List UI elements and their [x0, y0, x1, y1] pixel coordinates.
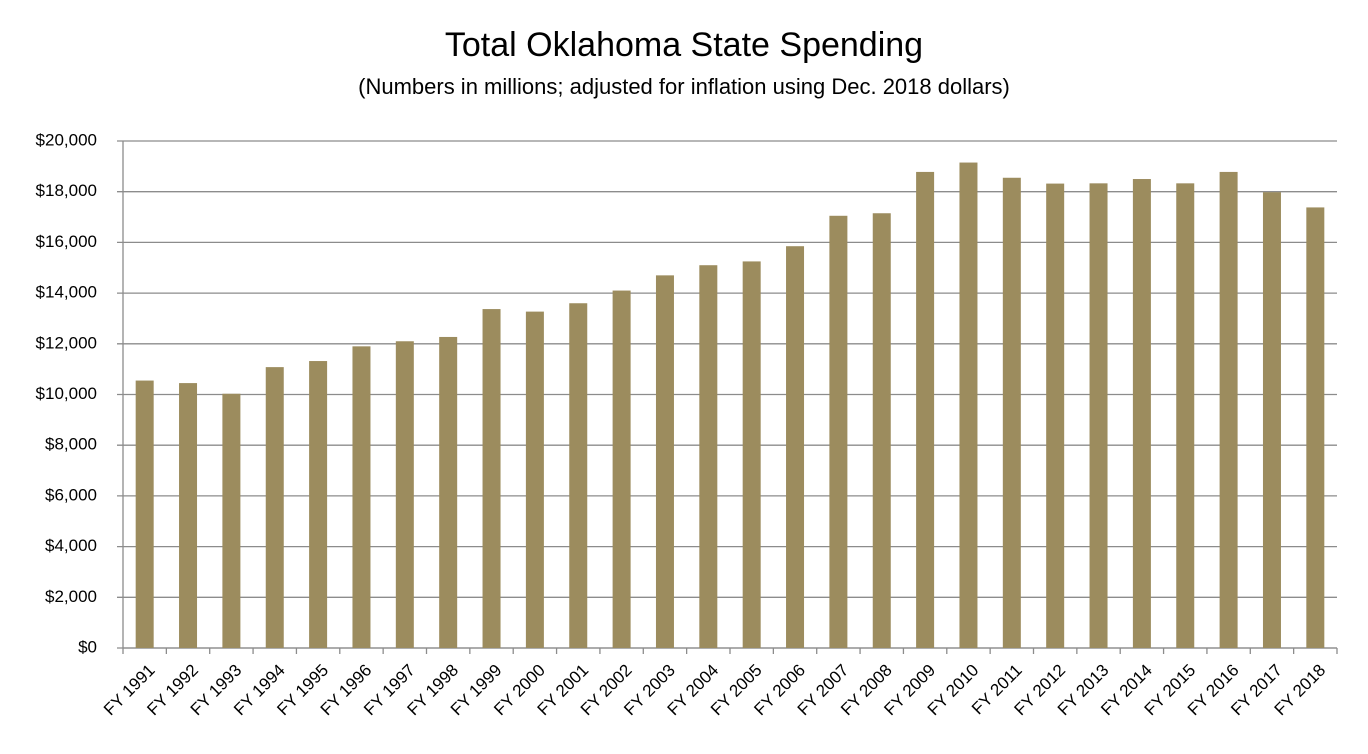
bar [829, 215, 848, 648]
y-tick-label: $2,000 [45, 587, 97, 606]
bar [1219, 171, 1238, 648]
y-tick-label: $0 [78, 637, 97, 656]
bar [1002, 177, 1021, 648]
y-tick-label: $18,000 [36, 181, 97, 200]
bar [395, 341, 414, 648]
bar [309, 361, 328, 648]
bar [612, 290, 631, 648]
y-tick-label: $20,000 [36, 130, 97, 149]
bar [742, 261, 761, 648]
y-tick-label: $12,000 [36, 333, 97, 352]
chart-title: Total Oklahoma State Spending [445, 26, 923, 64]
y-tick-label: $6,000 [45, 485, 97, 504]
bar [699, 265, 718, 648]
y-tick-label: $10,000 [36, 384, 97, 403]
y-tick-label: $8,000 [45, 435, 97, 454]
bar [1046, 183, 1065, 648]
bar [655, 275, 674, 648]
bar [872, 213, 891, 648]
bar [439, 336, 458, 648]
bar [222, 393, 241, 648]
bar [179, 383, 198, 648]
chart-subtitle: (Numbers in millions; adjusted for infla… [358, 74, 1010, 99]
bar [525, 311, 544, 648]
bar [916, 171, 935, 648]
bar [786, 246, 805, 648]
bar [135, 380, 154, 648]
y-tick-label: $16,000 [36, 232, 97, 251]
bar [482, 309, 501, 648]
bar [1089, 183, 1108, 648]
bar [352, 346, 371, 648]
y-tick-label: $4,000 [45, 536, 97, 555]
bar [265, 367, 284, 648]
bar [1176, 183, 1195, 648]
y-tick-label: $14,000 [36, 283, 97, 302]
bar [1306, 207, 1325, 649]
bar [1262, 192, 1281, 648]
bar [959, 162, 978, 649]
bar [1132, 179, 1151, 648]
bar [569, 303, 588, 648]
